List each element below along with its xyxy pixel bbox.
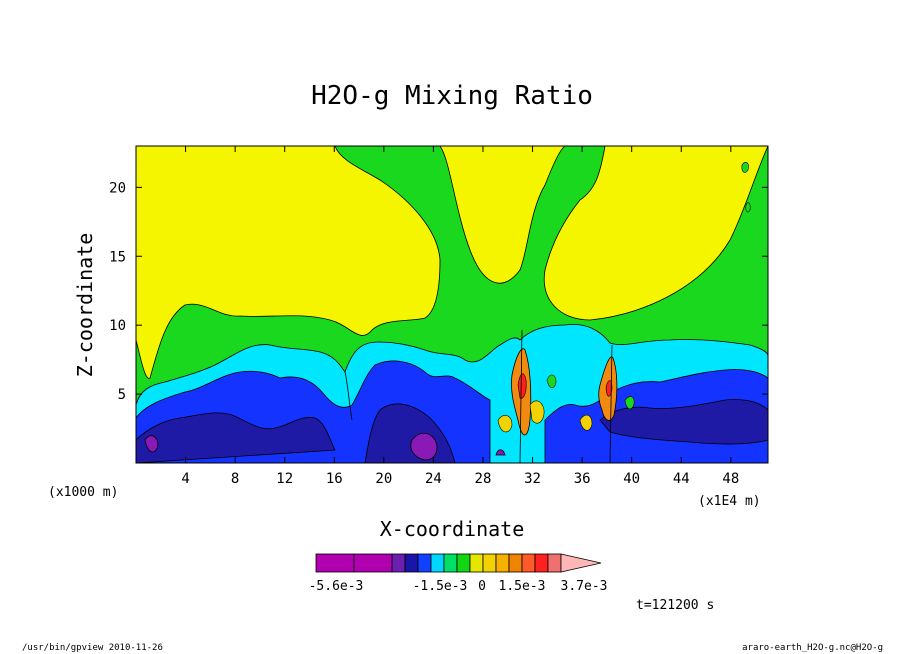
footer-left: /usr/bin/gpview 2010-11-26 — [22, 643, 163, 653]
colorbar-swatch-13 — [534, 553, 549, 573]
x-tick-label-4: 20 — [375, 471, 392, 487]
plot-area — [136, 146, 768, 463]
colorbar-swatch-2 — [391, 553, 406, 573]
colorbar-swatch-9 — [482, 553, 497, 573]
colorbar-label-1: -1.5e-3 — [413, 579, 468, 594]
x-tick-label-1: 8 — [231, 471, 239, 487]
chart-title: H2O-g Mixing Ratio — [311, 81, 593, 111]
x-tick-label-8: 36 — [574, 471, 591, 487]
colorbar-swatch-14 — [547, 553, 562, 573]
x-tick-label-5: 24 — [425, 471, 442, 487]
x-unit-left: (x1000 m) — [48, 485, 118, 500]
plot-frame — [135, 145, 769, 464]
x-tick-label-0: 4 — [181, 471, 189, 487]
region-gold — [497, 400, 593, 433]
y-axis-label: Z-coordinate — [73, 233, 97, 378]
colorbar-swatch-4 — [417, 553, 432, 573]
colorbar-extension — [560, 553, 602, 573]
colorbar-swatch-11 — [508, 553, 523, 573]
x-tick-label-3: 16 — [326, 471, 343, 487]
colorbar-swatch-0 — [315, 553, 355, 573]
colorbar-label-3: 1.5e-3 — [499, 579, 546, 594]
y-tick-label-0: 5 — [118, 387, 126, 403]
footer-right: araro-earth_H2O-g.nc@H2O-g — [742, 643, 883, 653]
colorbar-swatch-3 — [404, 553, 419, 573]
y-axis-ticks: 5 10 15 20 — [109, 180, 768, 403]
region-red — [517, 373, 613, 399]
colorbar-swatch-8 — [469, 553, 484, 573]
colorbar-swatch-6 — [443, 553, 458, 573]
region-purple — [144, 432, 506, 461]
colorbar-swatch-12 — [521, 553, 536, 573]
colorbar-swatch-10 — [495, 553, 510, 573]
x-tick-label-10: 44 — [673, 471, 690, 487]
colorbar-label-0: -5.6e-3 — [309, 579, 364, 594]
colorbar-swatch-7 — [456, 553, 471, 573]
colorbar-swatch-5 — [430, 553, 445, 573]
timestamp: t=121200 s — [636, 598, 714, 613]
y-tick-label-3: 20 — [109, 180, 126, 196]
y-tick-label-2: 15 — [109, 249, 126, 265]
colorbar — [315, 553, 602, 573]
colorbar-swatch-1 — [353, 553, 393, 573]
colorbar-labels: -5.6e-3 -1.5e-3 0 1.5e-3 3.7e-3 — [309, 579, 608, 594]
colorbar-label-2: 0 — [478, 579, 486, 594]
x-tick-label-9: 40 — [623, 471, 640, 487]
x-axis-label: X-coordinate — [380, 517, 525, 541]
x-tick-label-7: 32 — [524, 471, 541, 487]
x-unit-right: (x1E4 m) — [698, 494, 761, 509]
cloud-tower-lines — [344, 329, 613, 463]
region-green-cores — [546, 161, 751, 410]
x-tick-label-11: 48 — [722, 471, 739, 487]
y-tick-label-1: 10 — [109, 318, 126, 334]
x-axis-ticks: 4 8 12 16 20 24 28 32 36 40 44 48 — [181, 146, 739, 487]
colorbar-label-4: 3.7e-3 — [561, 579, 608, 594]
x-tick-label-2: 12 — [276, 471, 293, 487]
x-tick-label-6: 28 — [475, 471, 492, 487]
